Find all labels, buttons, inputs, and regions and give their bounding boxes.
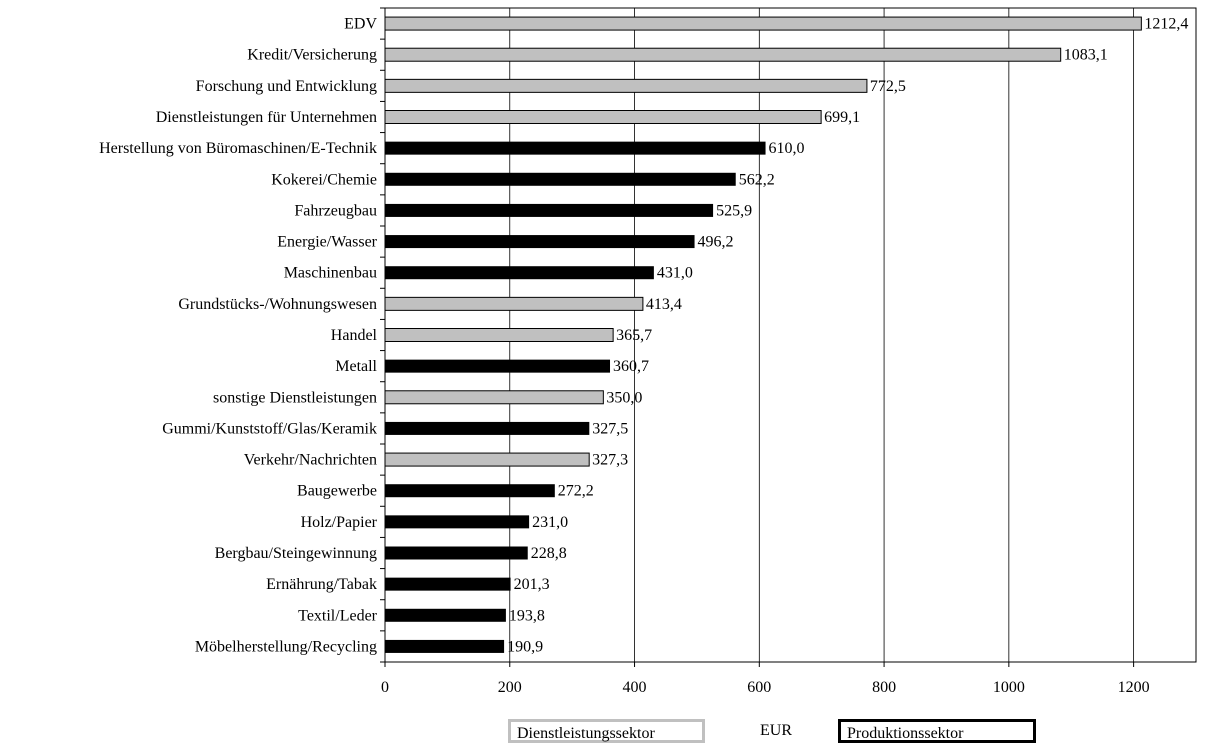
- category-label: Herstellung von Büromaschinen/E-Technik: [99, 140, 377, 157]
- category-label: Metall: [335, 358, 377, 375]
- category-label: Holz/Papier: [301, 514, 378, 531]
- bar-3: [384, 110, 822, 124]
- category-label: Ernährung/Tabak: [266, 576, 377, 593]
- data-label: 496,2: [698, 234, 734, 251]
- tick-label-x: 200: [498, 679, 522, 696]
- bar-18: [385, 577, 511, 591]
- bar-0: [384, 16, 1142, 31]
- data-label: 327,5: [592, 420, 628, 437]
- category-label: Grundstücks-/Wohnungswesen: [178, 296, 377, 313]
- category-label: Baugewerbe: [297, 483, 377, 500]
- category-label: Kokerei/Chemie: [271, 171, 377, 188]
- data-label: 272,2: [558, 483, 594, 500]
- data-label: 525,9: [716, 202, 752, 219]
- data-label: 360,7: [613, 358, 649, 375]
- bar-19: [385, 608, 506, 622]
- bar-12: [384, 390, 604, 405]
- bar-16: [385, 515, 530, 529]
- data-label: 1212,4: [1144, 16, 1188, 33]
- category-label: EDV: [344, 16, 377, 33]
- bar-15: [385, 484, 555, 498]
- data-label: 327,3: [592, 452, 628, 469]
- category-label: Dienstleistungen für Unternehmen: [156, 109, 377, 126]
- legend-service-sector: Dienstleistungssektor: [508, 719, 705, 743]
- category-label: Textil/Leder: [298, 607, 378, 624]
- data-label: 193,8: [509, 607, 545, 624]
- tick-label-x: 600: [747, 679, 771, 696]
- bar-2: [384, 78, 868, 93]
- data-label: 365,7: [616, 327, 652, 344]
- data-label: 228,8: [531, 545, 567, 562]
- data-label: 699,1: [824, 109, 860, 126]
- bar-9: [384, 296, 644, 311]
- bar-20: [385, 639, 505, 653]
- x-axis-label: EUR: [760, 722, 792, 739]
- data-label: 610,0: [769, 140, 805, 157]
- category-label: Handel: [331, 327, 378, 344]
- category-label: Fahrzeugbau: [294, 202, 377, 219]
- data-label: 350,0: [606, 389, 642, 406]
- data-label: 772,5: [870, 78, 906, 95]
- bar-8: [385, 266, 654, 280]
- tick-label-x: 400: [623, 679, 647, 696]
- tick-label-x: 0: [381, 679, 389, 696]
- data-label: 231,0: [532, 514, 568, 531]
- bar-14: [384, 452, 590, 467]
- legend-production-sector: Produktionssektor: [838, 719, 1036, 743]
- bar-17: [385, 546, 528, 560]
- category-label: Energie/Wasser: [277, 234, 377, 251]
- data-label: 1083,1: [1064, 47, 1108, 64]
- category-label: Kredit/Versicherung: [247, 47, 377, 64]
- category-label: Forschung und Entwicklung: [196, 78, 377, 95]
- bar-13: [385, 421, 590, 435]
- category-label: Gummi/Kunststoff/Glas/Keramik: [162, 420, 377, 437]
- tick-label-x: 1000: [993, 679, 1025, 696]
- data-label: 413,4: [646, 296, 682, 313]
- category-label: sonstige Dienstleistungen: [213, 389, 377, 406]
- data-label: 190,9: [507, 638, 543, 655]
- bar-5: [385, 172, 736, 186]
- category-label: Verkehr/Nachrichten: [244, 452, 377, 469]
- bar-11: [385, 359, 611, 373]
- bar-4: [385, 141, 766, 155]
- bar-7: [385, 235, 695, 249]
- bar-1: [384, 47, 1062, 62]
- category-label: Möbelherstellung/Recycling: [195, 638, 377, 655]
- category-label: Maschinenbau: [284, 265, 377, 282]
- bar-6: [385, 203, 714, 217]
- bar-10: [384, 328, 614, 342]
- tick-label-x: 1200: [1118, 679, 1150, 696]
- data-label: 562,2: [739, 171, 775, 188]
- data-label: 431,0: [657, 265, 693, 282]
- category-label: Bergbau/Steingewinnung: [215, 545, 377, 562]
- tick-label-x: 800: [872, 679, 896, 696]
- data-label: 201,3: [514, 576, 550, 593]
